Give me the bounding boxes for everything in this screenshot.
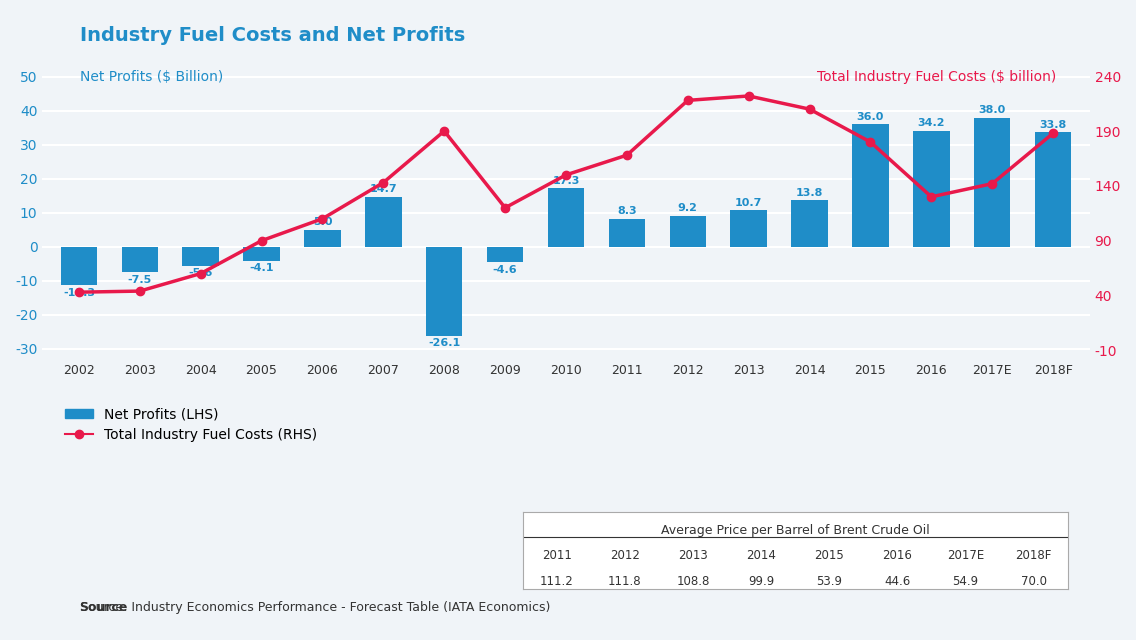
Bar [974, 118, 1011, 247]
Bar [365, 197, 402, 247]
Text: 2012: 2012 [610, 549, 640, 562]
Text: 2018F: 2018F [1016, 549, 1052, 562]
Text: Average Price per Barrel of Brent Crude Oil: Average Price per Barrel of Brent Crude … [661, 524, 929, 536]
Text: 17.3: 17.3 [552, 175, 579, 186]
Text: -7.5: -7.5 [127, 275, 152, 285]
Text: 33.8: 33.8 [1039, 120, 1067, 129]
Text: 53.9: 53.9 [817, 575, 842, 588]
Bar [792, 200, 828, 247]
Text: 2017E: 2017E [947, 549, 984, 562]
Text: -11.3: -11.3 [62, 287, 95, 298]
Text: Total Industry Fuel Costs ($ billion): Total Industry Fuel Costs ($ billion) [817, 70, 1056, 84]
Text: 2011: 2011 [542, 549, 571, 562]
Bar [1035, 132, 1071, 247]
Legend: Net Profits (LHS), Total Industry Fuel Costs (RHS): Net Profits (LHS), Total Industry Fuel C… [60, 402, 323, 448]
Bar [730, 211, 767, 247]
Text: 2013: 2013 [678, 549, 708, 562]
Text: 99.9: 99.9 [747, 575, 775, 588]
Text: Net Profits ($ Billion): Net Profits ($ Billion) [80, 70, 223, 84]
Text: 5.0: 5.0 [312, 218, 332, 227]
Text: 9.2: 9.2 [678, 203, 698, 213]
Text: Source: Source [80, 602, 128, 614]
Bar [243, 247, 279, 260]
Text: 8.3: 8.3 [617, 206, 636, 216]
Bar [60, 247, 98, 285]
Text: 54.9: 54.9 [953, 575, 978, 588]
Text: -4.6: -4.6 [493, 265, 517, 275]
Bar [669, 216, 707, 247]
Text: 14.7: 14.7 [369, 184, 398, 195]
Text: Source: Industry Economics Performance - Forecast Table (IATA Economics): Source: Industry Economics Performance -… [80, 602, 550, 614]
Bar [304, 230, 341, 247]
Text: -26.1: -26.1 [428, 338, 460, 348]
Text: 111.2: 111.2 [540, 575, 574, 588]
Text: 10.7: 10.7 [735, 198, 762, 208]
Text: 38.0: 38.0 [978, 105, 1005, 115]
Text: 2015: 2015 [815, 549, 844, 562]
Text: 108.8: 108.8 [676, 575, 710, 588]
Bar [122, 247, 158, 273]
Text: 36.0: 36.0 [857, 112, 884, 122]
Bar [852, 124, 888, 247]
Text: 111.8: 111.8 [608, 575, 642, 588]
Text: Industry Fuel Costs and Net Profits: Industry Fuel Costs and Net Profits [80, 26, 465, 45]
Text: 70.0: 70.0 [1021, 575, 1046, 588]
Text: -4.1: -4.1 [249, 263, 274, 273]
Bar [183, 247, 219, 266]
Text: 13.8: 13.8 [796, 188, 824, 198]
Bar [487, 247, 524, 262]
Text: 44.6: 44.6 [884, 575, 911, 588]
Bar [913, 131, 950, 247]
Text: 2016: 2016 [883, 549, 912, 562]
Bar [548, 188, 584, 247]
Text: 2014: 2014 [746, 549, 776, 562]
Text: -5.6: -5.6 [189, 268, 212, 278]
Text: 34.2: 34.2 [918, 118, 945, 128]
Bar [426, 247, 462, 335]
Bar [609, 219, 645, 247]
